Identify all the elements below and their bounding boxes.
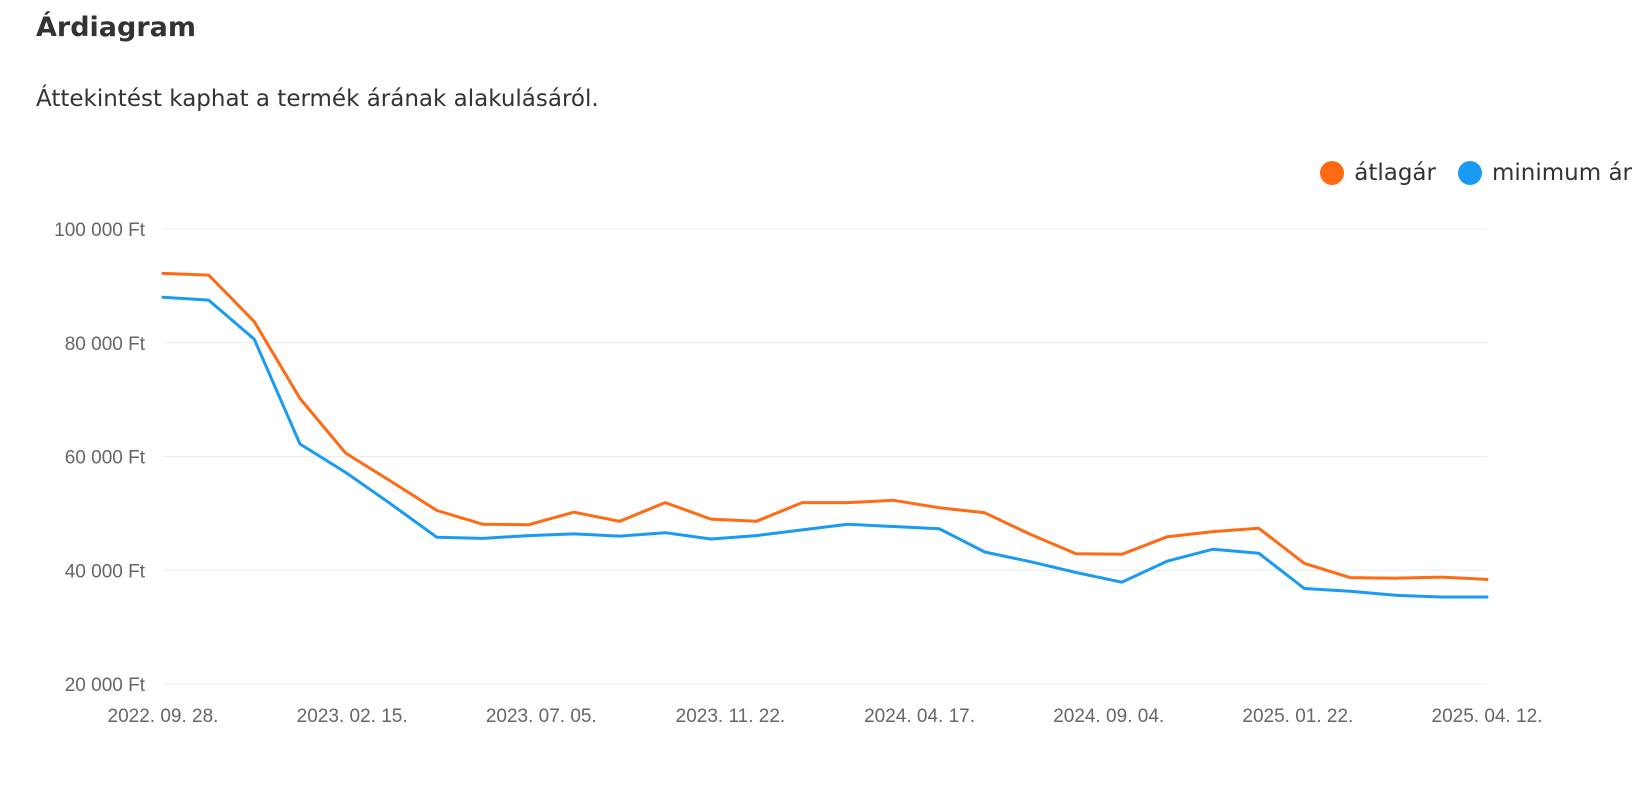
page-title: Árdiagram	[36, 12, 197, 43]
x-tick-label: 2024. 04. 17.	[864, 706, 975, 727]
x-tick-label: 2023. 11. 22.	[676, 706, 786, 727]
x-tick-label: 2023. 07. 05.	[486, 706, 597, 727]
x-tick-label: 2025. 04. 12.	[1432, 706, 1543, 727]
legend-item-average[interactable]: átlagár	[1320, 160, 1436, 186]
y-tick-label: 20 000 Ft	[65, 675, 146, 696]
x-tick-label: 2025. 01. 22.	[1242, 706, 1353, 727]
series-line-1[interactable]	[161, 295, 1489, 599]
legend-dot-minimum-icon	[1457, 161, 1482, 185]
page-subtitle: Áttekintést kaphat a termék árának alaku…	[36, 86, 599, 112]
y-tick-label: 80 000 Ft	[65, 334, 146, 355]
y-tick-label: 60 000 Ft	[65, 448, 146, 469]
legend-item-minimum[interactable]: minimum ár	[1457, 160, 1632, 186]
legend-label-minimum: minimum ár	[1491, 160, 1632, 186]
series-line-0[interactable]	[161, 271, 1489, 581]
chart-legend: átlagár minimum ár	[1298, 160, 1632, 186]
y-tick-label: 40 000 Ft	[65, 561, 146, 582]
x-tick-label: 2023. 02. 15.	[297, 706, 408, 727]
x-tick-label: 2022. 09. 28.	[108, 706, 219, 727]
legend-label-average: átlagár	[1354, 160, 1436, 186]
x-tick-label: 2024. 09. 04.	[1053, 706, 1164, 727]
y-tick-label: 100 000 Ft	[54, 220, 146, 241]
legend-dot-average-icon	[1320, 161, 1345, 185]
